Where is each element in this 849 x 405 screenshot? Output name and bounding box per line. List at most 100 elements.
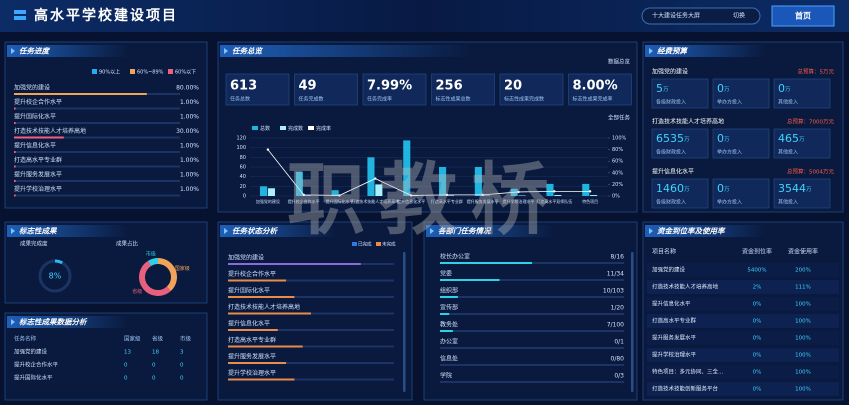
donut-label: 省级 — [132, 288, 142, 295]
budget-unit: 万 — [684, 186, 690, 193]
bar — [331, 190, 339, 196]
table-cell: 200% — [795, 268, 811, 274]
table-row — [647, 297, 839, 311]
department-name: 学院 — [440, 372, 452, 380]
rate-point — [517, 190, 520, 194]
task-name: 提升服务发展水平 — [228, 353, 276, 361]
progress-track — [14, 107, 180, 110]
task-name: 提升服务发展水平 — [14, 171, 62, 179]
department-track — [440, 313, 624, 315]
table-header: 项目名称 — [652, 248, 676, 256]
stat-card — [225, 73, 290, 106]
table-header: 资金使用率 — [788, 248, 818, 256]
department-name: 党委 — [440, 270, 452, 278]
progress-track — [14, 136, 180, 139]
gauge-label: 8% — [49, 272, 62, 281]
task-name: 加强党的建设 — [14, 84, 50, 92]
y-tick-label: 100 — [236, 145, 246, 151]
table-header: 资金到位率 — [742, 248, 772, 256]
panel-title: 任务进度 — [19, 47, 50, 56]
panel-icon — [430, 228, 434, 234]
department-count: 7/100 — [607, 322, 624, 329]
x-tick-label: 提升学校治理水平 — [503, 198, 535, 204]
task-percent: 1.00% — [180, 143, 199, 150]
progress-bar — [14, 165, 16, 168]
table-cell: 0 — [180, 376, 184, 382]
panel-title-bar — [645, 225, 765, 237]
table-row — [647, 314, 839, 328]
table-cell: 0% — [753, 302, 762, 308]
progress-bar — [14, 93, 147, 95]
table-cell: 18 — [152, 350, 159, 356]
table-row — [647, 331, 839, 345]
panel-icon — [11, 319, 15, 325]
home-text: 首页 — [795, 11, 811, 21]
status-bar — [228, 279, 287, 282]
status-bar — [228, 362, 287, 364]
y-tick-label: 20 — [240, 184, 246, 190]
panel-title-bar — [645, 45, 765, 57]
budget-cell — [773, 78, 831, 109]
task-name: 提升信息化水平 — [14, 142, 56, 150]
budget-label: 其他投入 — [778, 199, 798, 206]
budget-value: 0万 — [717, 132, 730, 145]
x-tick-label: 打造技术技能人才培养高地 — [351, 198, 399, 204]
task-name: 打造技术技能人才培养高地 — [228, 303, 300, 311]
panel-title-bar — [7, 45, 129, 57]
budget-value: 6535万 — [656, 132, 690, 145]
stat-value: 8.00% — [573, 79, 618, 94]
table-cell: 0 — [124, 363, 128, 369]
table-cell: 打造技术技能创新服务平台 — [652, 385, 719, 393]
department-name: 信息处 — [440, 355, 458, 363]
home-button[interactable] — [771, 5, 835, 27]
switch-button[interactable]: 切换 — [733, 12, 745, 20]
bar — [403, 140, 411, 196]
legend-label: 已完成 — [358, 241, 372, 248]
budget-number: 6535 — [656, 132, 684, 145]
panel — [4, 41, 208, 209]
x-tick-label: 打造高水平专业群 — [431, 198, 463, 204]
table-row — [647, 263, 839, 277]
legend-swatch — [130, 69, 135, 74]
stat-card — [568, 73, 632, 106]
department-name: 校长办公室 — [440, 253, 470, 261]
table-cell: 0 — [124, 376, 128, 382]
progress-track — [14, 151, 180, 153]
stat-label: 任务完成数 — [299, 96, 324, 103]
budget-cell — [773, 178, 831, 209]
task-percent: 1.00% — [180, 99, 199, 106]
donut-segment — [147, 258, 159, 267]
progress-track — [14, 194, 180, 197]
department-name: 宣传部 — [440, 304, 458, 312]
budget-number: 465 — [778, 132, 799, 145]
budget-cell — [651, 128, 709, 159]
panel-icon — [649, 48, 653, 54]
task-percent: 1.00% — [180, 157, 199, 164]
budget-cell — [712, 128, 770, 159]
status-track — [228, 345, 394, 348]
budget-label: 各级财政投入 — [656, 149, 686, 156]
table-cell: 特色项目：多元协同、三全... — [652, 368, 723, 376]
task-percent: 1.00% — [180, 114, 199, 121]
budget-unit: 万 — [684, 136, 690, 143]
table-header: 国家级 — [124, 335, 141, 343]
budget-cell — [712, 78, 770, 109]
panel-title: 任务总览 — [232, 47, 263, 56]
legend-label: 完成率 — [316, 125, 331, 132]
status-bar — [228, 345, 303, 348]
legend-label: 未完成 — [382, 241, 396, 248]
department-name: 组织部 — [440, 287, 458, 295]
budget-unit: 万 — [724, 86, 730, 93]
stat-card — [431, 73, 495, 106]
table-cell: 0% — [753, 336, 762, 342]
budget-unit: 万 — [663, 86, 669, 93]
y2-tick-label: 80% — [612, 147, 623, 153]
panel-title: 标志性成果 — [19, 227, 58, 236]
task-name: 提升学校治理水平 — [228, 369, 276, 377]
status-track — [228, 296, 394, 298]
search-box[interactable] — [641, 7, 761, 25]
table-row — [647, 382, 839, 396]
task-name: 提升国际化水平 — [228, 287, 270, 295]
budget-item-name: 打造技术技能人才培养高地 — [652, 118, 724, 126]
y-tick-label: 80 — [240, 155, 246, 161]
